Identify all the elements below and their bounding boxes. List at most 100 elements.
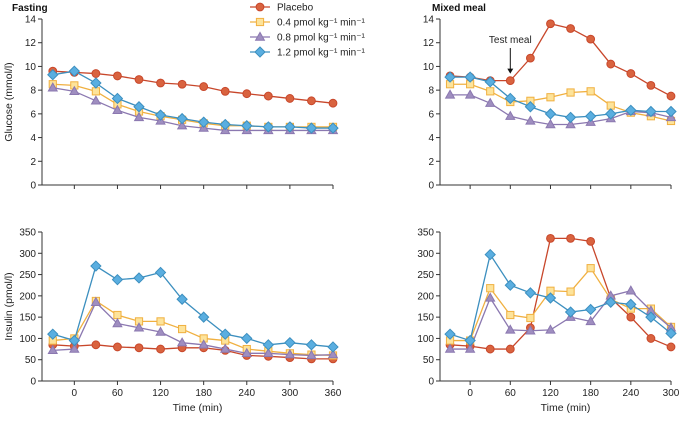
data-point	[47, 344, 59, 355]
data-point	[197, 311, 210, 323]
y-tick-label: 12	[423, 38, 435, 49]
y-tick-label: 0	[30, 377, 36, 388]
data-point	[90, 95, 102, 105]
y-tick-label: 12	[25, 38, 37, 49]
data-point	[197, 116, 210, 128]
y-tick-label: 350	[417, 228, 434, 239]
y-tick-label: 2	[428, 157, 434, 168]
data-point	[111, 273, 124, 286]
data-point	[645, 105, 657, 118]
data-point	[307, 96, 316, 106]
data-point	[566, 24, 575, 33]
legend-marker	[255, 2, 265, 12]
data-point	[645, 311, 657, 323]
data-point	[134, 75, 144, 84]
data-point	[47, 82, 59, 92]
panel-insulin-mixed: 0 50 100 150 200 250 300 350 0 60 120 180 240 300 Time…	[417, 228, 679, 415]
data-point	[90, 260, 102, 272]
data-point	[112, 104, 123, 114]
series-0	[48, 66, 338, 108]
data-point	[154, 266, 167, 279]
data-point	[242, 89, 252, 99]
series-2	[444, 89, 677, 129]
data-point	[219, 343, 231, 353]
x-tick-label: 60	[505, 388, 517, 399]
data-point	[176, 112, 188, 125]
data-point	[505, 344, 515, 354]
data-point	[444, 89, 456, 99]
data-point	[606, 101, 615, 110]
legend-item-1: 0.4 pmol kg⁻¹ min⁻¹	[250, 18, 365, 29]
data-point	[505, 324, 516, 334]
annotation: Test meal	[489, 35, 532, 74]
data-point	[306, 349, 317, 360]
data-point	[625, 104, 637, 117]
data-point	[464, 334, 476, 347]
data-point	[504, 279, 517, 291]
series-1	[48, 80, 338, 132]
data-point	[484, 248, 496, 261]
data-point	[524, 287, 537, 299]
x-tick-label: 120	[152, 388, 169, 399]
data-point	[505, 110, 516, 120]
x-tick-label: 0	[467, 388, 473, 399]
data-point	[305, 122, 318, 134]
data-point	[484, 97, 496, 107]
data-point	[220, 86, 230, 96]
series-line	[450, 290, 672, 350]
series-2	[47, 296, 339, 360]
data-point	[69, 343, 80, 353]
data-point	[524, 101, 537, 113]
data-point	[566, 287, 575, 296]
data-point	[525, 53, 535, 63]
legend-label: 0.4 pmol kg⁻¹ min⁻¹	[277, 18, 365, 29]
y-tick-label: 8	[428, 86, 434, 97]
data-point	[177, 79, 187, 89]
x-axis-label: Time (min)	[173, 402, 223, 414]
data-point	[444, 343, 456, 353]
data-point	[485, 344, 495, 354]
x-tick-label: 180	[195, 388, 212, 399]
data-point	[219, 118, 231, 131]
data-point	[241, 347, 253, 358]
panel-insulin-fasting: 0 50 100 150 200 250 300 350 0 60 120 180 240 300 360 I…	[3, 228, 342, 415]
y-tick-label: 150	[417, 313, 434, 324]
data-point	[564, 306, 577, 318]
annotation-text: Test meal	[489, 35, 532, 46]
data-point	[90, 77, 102, 89]
data-point	[91, 340, 101, 350]
y-tick-label: 50	[25, 355, 37, 366]
data-point	[262, 339, 275, 351]
data-point	[263, 91, 273, 101]
data-point	[464, 343, 476, 353]
data-point	[665, 105, 677, 118]
series-1	[445, 80, 676, 126]
data-point	[464, 89, 476, 99]
data-point	[544, 108, 557, 120]
data-point	[178, 324, 187, 334]
data-point	[444, 71, 456, 83]
data-point	[565, 118, 576, 129]
data-point	[91, 69, 101, 78]
y-tick-label: 8	[30, 86, 36, 97]
data-point	[626, 69, 636, 78]
x-tick-label: 300	[663, 388, 680, 399]
legend-marker	[254, 31, 266, 41]
annotation-arrowhead	[507, 68, 514, 74]
data-point	[586, 264, 595, 273]
legend-label: Placebo	[277, 3, 314, 14]
x-tick-label: 0	[72, 388, 78, 399]
legend-marker	[254, 46, 266, 58]
data-point	[546, 233, 555, 243]
data-point	[155, 326, 166, 336]
y-tick-label: 150	[19, 313, 36, 324]
y-tick-label: 4	[30, 133, 36, 144]
data-point	[134, 343, 144, 353]
data-point	[484, 292, 496, 302]
data-point	[646, 81, 656, 90]
data-point	[285, 94, 295, 103]
legend-marker	[255, 17, 265, 27]
data-point	[586, 87, 595, 96]
data-point	[176, 337, 188, 347]
